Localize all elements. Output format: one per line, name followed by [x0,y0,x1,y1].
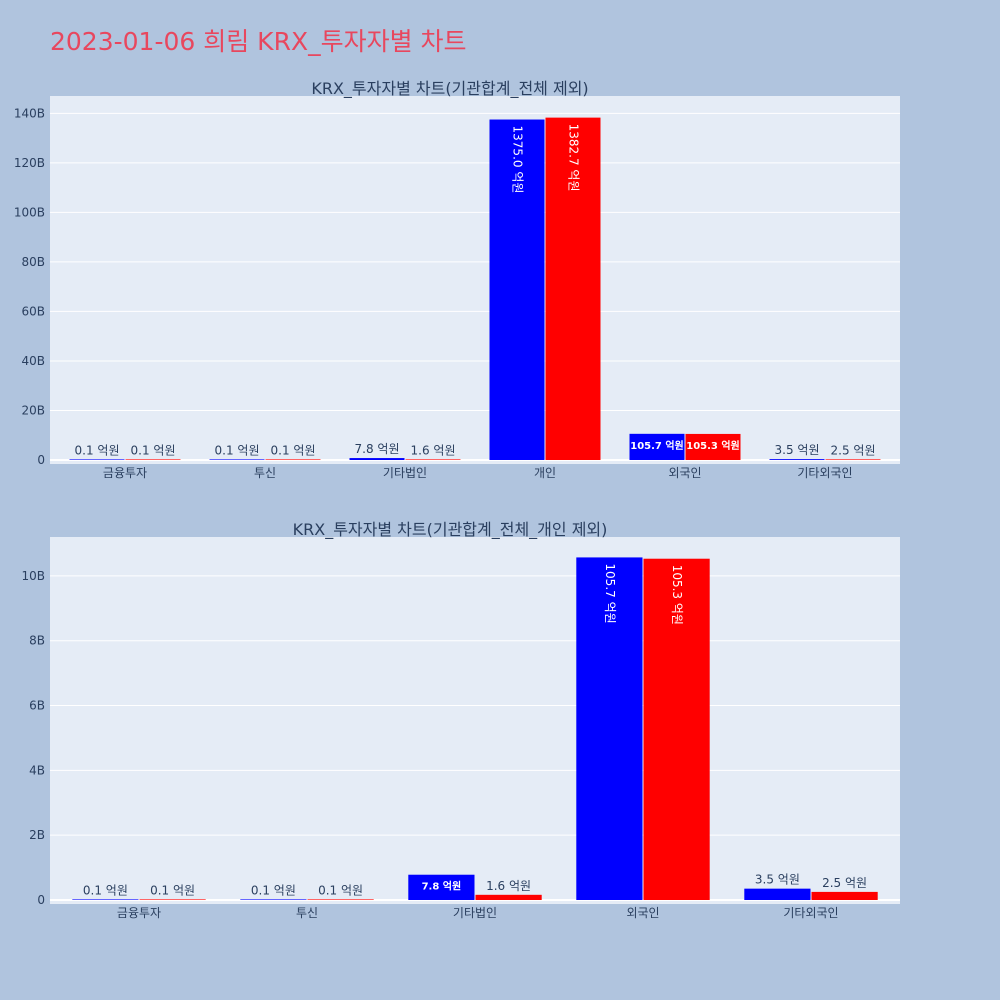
chart-2: 0 2B 4B 6B 8B 10B KRX_투자자별 차트(기관합계_전체_개인 제외) 금융… [21,520,900,920]
data-label: 0.1 억원 [131,443,176,457]
bar [744,888,811,900]
y-tick-label: 6B [29,699,45,713]
bar [769,459,825,460]
x-tick-label: 개인 [534,466,556,480]
bar [811,891,878,900]
bar [240,899,307,900]
bar [825,459,881,460]
bar [475,894,542,900]
data-label: 2.5 억원 [831,443,876,457]
bar [69,459,125,460]
x-tick-label: 금융투자 [117,906,161,920]
data-label: 105.7 억원 [630,439,684,452]
data-label: 1.6 억원 [411,443,456,457]
data-label: 7.8 억원 [422,880,462,893]
data-label: 105.3 억원 [686,439,740,452]
data-label: 1382.7 억원 [567,124,581,192]
y-tick-label: 40B [21,354,45,368]
y-tick-label: 100B [14,205,45,219]
y-tick-label: 140B [14,106,45,120]
bar [408,874,475,900]
x-tick-label: 기타법인 [383,466,427,480]
data-label: 0.1 억원 [215,443,260,457]
bar [576,557,643,900]
data-label: 7.8 억원 [355,442,400,456]
data-label: 3.5 억원 [755,873,800,887]
bar [405,459,461,460]
bar [349,458,405,460]
y-tick-label: 20B [21,403,45,417]
bar [139,899,206,900]
bar [209,459,265,460]
data-label: 0.1 억원 [150,883,195,897]
plot-area [50,537,900,904]
bar [545,117,601,461]
page-title: 2023-01-06 희림 KRX_투자자별 차트 [50,27,467,56]
data-label: 2.5 억원 [822,876,867,890]
y-tick-label: 8B [29,634,45,648]
x-tick-label: 기타외국인 [797,466,852,480]
bar [307,899,374,900]
y-tick-label: 0 [37,893,45,907]
y-tick-label: 120B [14,156,45,170]
x-tick-label: 기타외국인 [783,906,838,920]
data-label: 0.1 억원 [75,443,120,457]
chart-title: KRX_투자자별 차트(기관합계_전체_개인 제외) [293,520,608,540]
data-label: 0.1 억원 [318,883,363,897]
y-tick-label: 10B [21,569,45,583]
y-tick-label: 0 [37,453,45,467]
bar [72,899,139,900]
data-label: 105.7 억원 [603,563,617,623]
bar [685,433,741,460]
y-tick-label: 4B [29,763,45,777]
data-label: 3.5 억원 [775,443,820,457]
chart-title: KRX_투자자별 차트(기관합계_전체 제외) [311,79,588,99]
data-label: 0.1 억원 [83,883,128,897]
x-tick-label: 외국인 [626,906,659,920]
data-label: 0.1 억원 [271,443,316,457]
x-tick-label: 기타법인 [453,906,497,920]
y-tick-label: 2B [29,828,45,842]
x-tick-label: 금융투자 [103,466,147,480]
bar [643,558,710,900]
chart-1: 0 20B 40B 60B 80B 100B 120B 140B KRX_투자자별 차트(기관합… [14,79,900,480]
bar [489,119,545,461]
data-label: 1375.0 억원 [511,126,525,194]
data-label: 105.3 억원 [670,565,684,625]
bar [125,459,181,460]
x-tick-label: 투신 [296,906,318,920]
x-tick-label: 투신 [254,466,276,480]
bar [629,433,685,460]
x-tick-label: 외국인 [668,466,701,480]
y-tick-label: 60B [21,304,45,318]
data-label: 0.1 억원 [251,883,296,897]
plot-area [50,96,900,464]
data-label: 1.6 억원 [486,879,531,893]
bar [265,459,321,460]
y-tick-label: 80B [21,255,45,269]
